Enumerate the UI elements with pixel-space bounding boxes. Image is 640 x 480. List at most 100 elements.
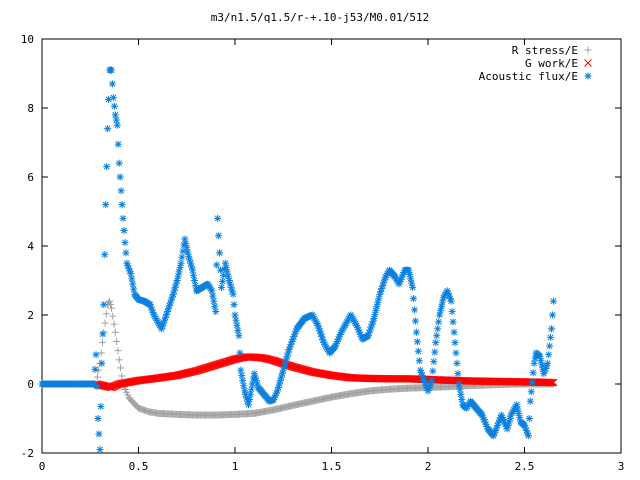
data-point — [107, 301, 115, 309]
data-point — [246, 390, 254, 398]
x-tick-label: 0.5 — [129, 460, 149, 473]
data-point — [279, 366, 287, 374]
data-point — [514, 405, 522, 413]
data-point — [433, 332, 441, 340]
data-point — [116, 364, 124, 372]
data-point — [245, 401, 253, 409]
data-point — [190, 277, 198, 284]
data-point — [111, 111, 119, 119]
legend-label: R stress/E — [512, 44, 578, 57]
data-point — [235, 332, 243, 340]
chart-title: m3/n1.5/q1.5/r-+.10-j53/M0.01/512 — [211, 11, 430, 24]
data-point — [110, 320, 118, 328]
data-point — [129, 280, 137, 288]
data-point — [413, 338, 421, 346]
plot-frame — [41, 38, 622, 454]
y-tick-label: 4 — [27, 240, 34, 253]
data-point — [545, 351, 553, 359]
data-point — [528, 378, 536, 386]
x-tick-label: 3 — [618, 460, 625, 473]
data-point — [107, 304, 115, 312]
x-tick-label: 0 — [39, 460, 46, 473]
data-point — [273, 387, 281, 395]
data-point — [415, 357, 423, 365]
data-point — [524, 432, 532, 440]
data-point — [438, 298, 446, 306]
data-point — [224, 272, 232, 280]
data-point — [537, 357, 545, 365]
data-point — [536, 352, 544, 360]
data-point — [184, 248, 192, 256]
data-point — [548, 378, 557, 387]
data-point — [236, 349, 244, 357]
data-point — [547, 378, 555, 387]
data-point — [94, 415, 102, 422]
data-point — [120, 226, 128, 234]
data-point — [505, 418, 513, 426]
data-point — [546, 342, 554, 350]
data-point — [399, 271, 407, 279]
data-point — [108, 80, 116, 88]
data-point — [107, 66, 115, 74]
data-point — [106, 297, 114, 305]
data-point — [225, 277, 233, 284]
y-tick-label: 6 — [27, 171, 34, 184]
data-point — [115, 356, 123, 364]
legend-marker — [584, 46, 592, 54]
data-point — [97, 402, 105, 410]
data-point — [231, 311, 239, 319]
data-point — [432, 339, 440, 347]
data-point — [122, 249, 130, 257]
data-point — [208, 287, 216, 295]
data-points — [38, 66, 558, 454]
legend-marker — [584, 72, 592, 80]
data-point — [211, 302, 219, 310]
data-point — [548, 325, 556, 333]
data-point — [173, 277, 181, 284]
data-point — [103, 163, 111, 171]
data-point — [119, 214, 127, 222]
data-point — [453, 359, 461, 367]
data-point — [104, 125, 112, 133]
data-point — [101, 319, 109, 327]
data-point — [93, 383, 101, 391]
x-tick-label: 2.5 — [515, 460, 535, 473]
data-point — [175, 268, 183, 276]
data-point — [229, 290, 237, 298]
data-point — [414, 347, 422, 355]
data-point — [216, 249, 224, 257]
data-point — [530, 359, 538, 367]
data-point — [127, 270, 135, 278]
data-point — [181, 235, 189, 243]
data-point — [188, 263, 196, 271]
data-point — [451, 339, 459, 347]
data-point — [456, 385, 464, 393]
data-point — [454, 370, 462, 378]
data-point — [239, 377, 247, 385]
data-point — [545, 378, 554, 387]
x-tick-label: 1 — [232, 460, 239, 473]
x-axis: 0 0.5 1 1.5 2 2.5 3 — [39, 39, 625, 473]
y-tick-label: 8 — [27, 102, 34, 115]
data-point — [315, 324, 323, 332]
data-point — [112, 116, 120, 124]
data-point — [452, 349, 460, 357]
data-point — [218, 277, 226, 285]
data-point — [111, 328, 119, 336]
data-point — [458, 396, 466, 404]
data-point — [96, 446, 104, 454]
data-point — [210, 297, 218, 305]
data-point — [222, 264, 230, 272]
data-point — [209, 292, 217, 300]
data-point — [430, 358, 438, 366]
data-point — [213, 261, 221, 269]
data-point — [408, 279, 416, 287]
y-tick-label: 10 — [21, 33, 34, 46]
data-point — [215, 232, 223, 240]
data-point — [95, 430, 103, 438]
data-point — [447, 297, 455, 305]
data-point — [410, 295, 418, 303]
data-point — [412, 328, 420, 336]
data-point — [549, 378, 558, 387]
